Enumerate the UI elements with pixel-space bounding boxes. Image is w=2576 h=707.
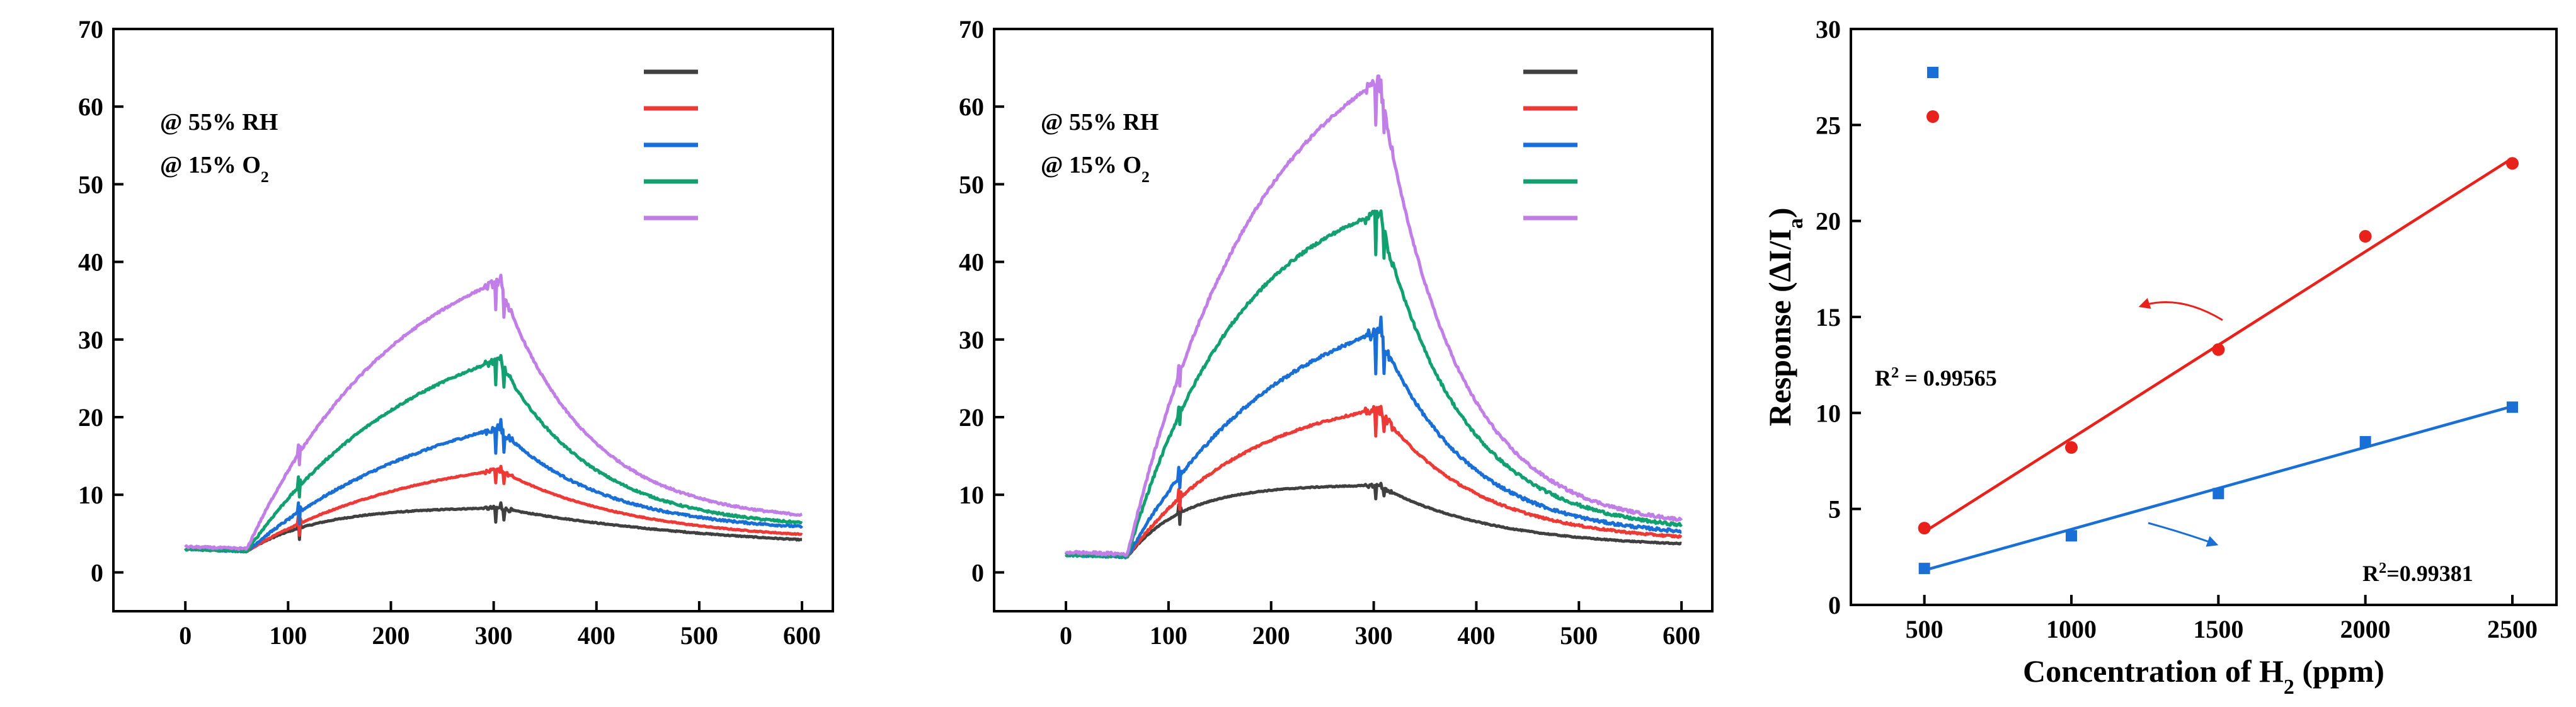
x-tick-label: 500 (680, 621, 718, 650)
x-tick-label: 600 (1663, 621, 1700, 650)
y-tick-label: 30 (1816, 15, 1841, 43)
annotation-s2-r2-part: R (1875, 365, 1892, 391)
y-tick-label: 20 (959, 403, 984, 432)
plot-frame (112, 28, 834, 612)
panel-c: 500 1000 1500 2000 2500 0 5 10 15 20 25 30 Concentra… (1762, 15, 2558, 699)
series-line-1500-ppm (184, 418, 804, 554)
annotation-s2-r2: R2 = 0.99565 (1875, 364, 1997, 391)
x-tick-label: 200 (1252, 621, 1290, 650)
condition-text-part: 2 (261, 168, 269, 186)
series-line-500-ppm (1065, 481, 1682, 559)
x-tick-label: 1500 (2193, 615, 2243, 643)
condition-text: @ 15% O2 (160, 152, 269, 186)
y-tick-label: 20 (1816, 207, 1841, 236)
x-tick-label: 2000 (2340, 615, 2391, 643)
y-tick-label: 50 (78, 170, 103, 198)
y-tick-label: 50 (959, 170, 984, 198)
annotation-s1-r2-part: R (2362, 561, 2379, 586)
x-tick-label: 500 (1906, 615, 1943, 643)
data-point-S2 (2506, 157, 2519, 170)
y-tick-label: 60 (959, 93, 984, 121)
x-tick-label: 1000 (2046, 615, 2097, 643)
annotation-s2-r2-part: = 0.99565 (1899, 365, 1997, 391)
x-tick-label: 0 (1060, 621, 1072, 650)
condition-text: @ 55% RH (160, 109, 278, 135)
series-line-1500-ppm (1064, 315, 1682, 560)
annotation-s2-r2-part: 2 (1891, 364, 1899, 381)
legend-marker (1926, 110, 1939, 123)
condition-text-part: @ 15% O (1041, 152, 1142, 178)
condition-text-part: 2 (1142, 168, 1150, 186)
arrow-s2 (2138, 297, 2223, 321)
y-tick-label: 10 (78, 481, 103, 509)
y-axis-label-part: ) (1762, 208, 1797, 219)
x-tick-label: 600 (783, 621, 821, 650)
annotation-s1-r2-part: =0.99381 (2386, 561, 2473, 586)
legend-marker (1927, 67, 1938, 78)
x-axis-label: Concentration of H2 (ppm) (2023, 653, 2384, 699)
y-tick-label: 30 (78, 326, 103, 354)
y-tick-label: 60 (78, 93, 103, 121)
annotation-s1-r2-part: 2 (2379, 560, 2386, 577)
data-point-S2 (2359, 230, 2372, 243)
condition-text: @ 55% RH (1041, 109, 1159, 135)
y-tick-label: 70 (78, 15, 103, 43)
series-line-1000-ppm (185, 464, 803, 553)
y-tick-label: 40 (78, 248, 103, 277)
y-tick-label: 20 (78, 403, 103, 432)
data-point-S2 (1918, 522, 1931, 535)
x-tick-label: 100 (1150, 621, 1188, 650)
y-axis-label-part: Response (ΔI/I (1762, 229, 1797, 426)
plot-frame (1850, 28, 2558, 606)
plot-frame (993, 28, 1714, 612)
x-tick-label: 400 (1457, 621, 1495, 650)
panel-b: 0 100 200 300 400 500 600 0 10 20 30 40 50 60 70 @ 55% … (959, 15, 1714, 650)
y-tick-label: 5 (1828, 495, 1841, 524)
y-axis-label: Response (ΔI/Ia) (1762, 208, 1807, 427)
y-tick-label: 0 (91, 558, 103, 587)
y-tick-label: 25 (1816, 111, 1841, 139)
x-axis-label-part: Concentration of H (2023, 653, 2284, 689)
y-tick-label: 0 (971, 558, 984, 587)
y-tick-label: 10 (959, 481, 984, 509)
data-point-S1 (2066, 530, 2077, 542)
x-tick-label: 100 (269, 621, 307, 650)
x-tick-label: 200 (372, 621, 409, 650)
data-point-S1 (2359, 436, 2371, 448)
x-tick-label: 500 (1560, 621, 1598, 650)
arrow-s1 (2148, 522, 2219, 547)
y-tick-label: 30 (959, 326, 984, 354)
x-tick-label: 0 (179, 621, 192, 650)
condition-text-part: @ 55% RH (1041, 109, 1159, 135)
y-tick-label: 10 (1816, 399, 1841, 427)
series-line-2000-ppm (1065, 209, 1683, 560)
data-point-S2 (2065, 441, 2078, 454)
x-axis-label-part: 2 (2284, 675, 2294, 699)
x-axis-label-part: (ppm) (2294, 653, 2384, 689)
series-line-500-ppm (185, 501, 803, 553)
condition-text-part: @ 55% RH (160, 109, 278, 135)
x-tick-label: 400 (578, 621, 615, 650)
series-line-2500-ppm (1065, 74, 1683, 557)
data-point-S1 (2212, 488, 2224, 500)
y-tick-label: 40 (959, 248, 984, 277)
y-tick-label: 0 (1828, 591, 1841, 619)
x-tick-label: 300 (1355, 621, 1393, 650)
data-point-S1 (1918, 563, 1930, 575)
series-line-2500-ppm (184, 273, 803, 551)
x-tick-label: 2500 (2487, 615, 2538, 643)
condition-text-part: @ 15% O (160, 152, 261, 178)
y-tick-label: 15 (1816, 303, 1841, 331)
series-line-2000-ppm (184, 354, 803, 554)
x-tick-label: 300 (475, 621, 513, 650)
data-point-S2 (2212, 343, 2225, 356)
y-tick-label: 70 (959, 15, 984, 43)
annotation-s1-r2: R2=0.99381 (2362, 560, 2473, 587)
condition-text: @ 15% O2 (1041, 152, 1150, 186)
series-line-1000-ppm (1065, 405, 1683, 559)
panel-a: 0 100 200 300 400 500 600 0 10 20 30 40 50 60 70 @ 55% … (78, 15, 834, 650)
y-axis-label-part: a (1784, 218, 1807, 229)
data-point-S1 (2507, 401, 2518, 413)
